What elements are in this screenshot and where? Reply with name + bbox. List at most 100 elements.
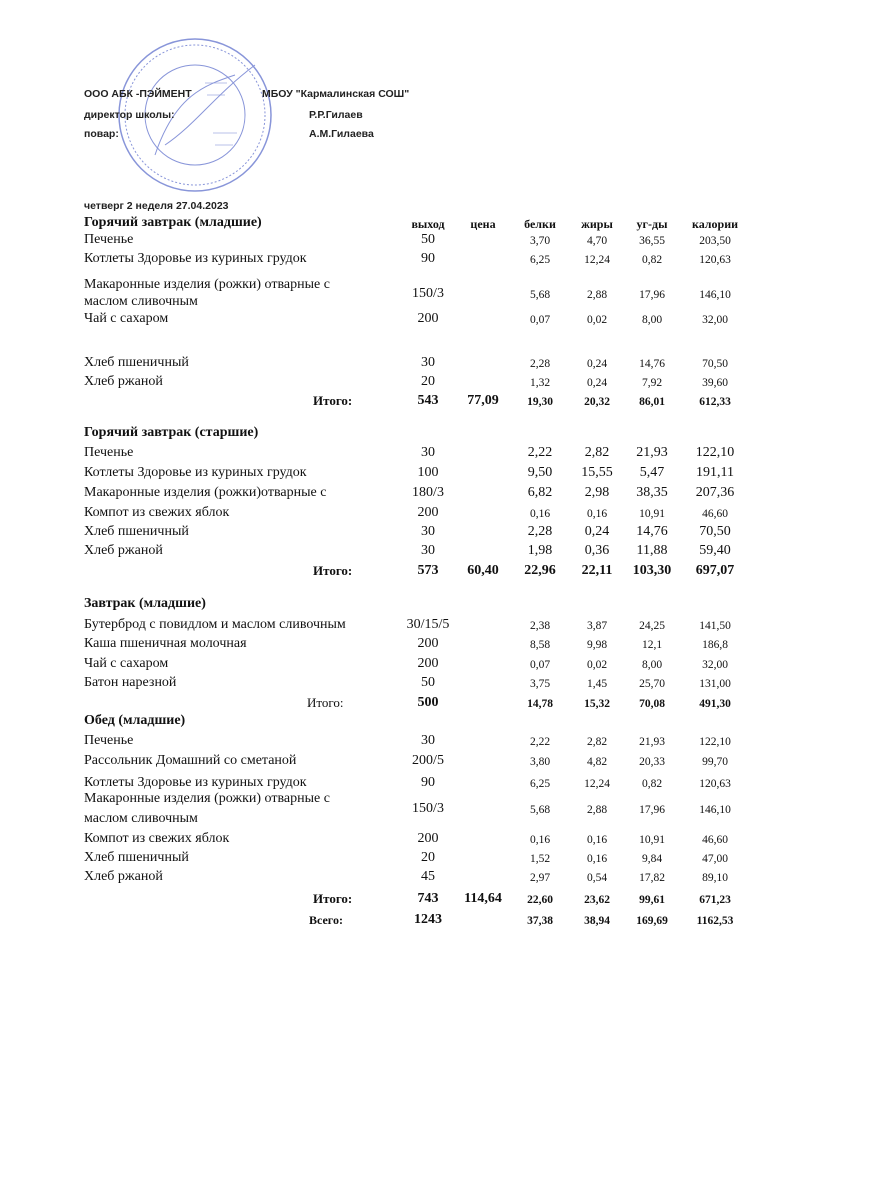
- item-name: Каша пшеничная молочная: [84, 636, 247, 651]
- cell-fat: 4,70: [586, 235, 608, 247]
- item-name: Хлеб ржаной: [84, 543, 163, 558]
- cell-protein: 0,07: [529, 659, 551, 671]
- cell-calories: 46,60: [702, 508, 728, 520]
- cell-protein: 14,78: [527, 698, 553, 710]
- item-name: Хлеб ржаной: [84, 869, 163, 884]
- cell-calories: 146,10: [699, 288, 731, 301]
- section-title: Обед (младшие): [84, 713, 186, 728]
- cell-carbs: 17,96: [639, 804, 665, 816]
- cell-fat: 2,82: [586, 736, 608, 748]
- cell-protein: 22,60: [527, 894, 553, 906]
- cell-fat: 2,82: [584, 445, 610, 460]
- total-label: Итого:: [307, 695, 344, 710]
- cell-output: 45: [421, 869, 435, 884]
- cell-carbs: 24,25: [639, 620, 665, 632]
- cell-output: 30/15/5: [406, 617, 450, 632]
- cell-protein: 2,38: [529, 620, 551, 632]
- cell-fat: 23,62: [584, 894, 610, 906]
- item-name: Хлеб пшеничный: [84, 524, 189, 539]
- cell-carbs: 8,00: [641, 314, 663, 326]
- cell-carbs: 38,35: [636, 485, 668, 500]
- cell-price: 60,40: [467, 563, 499, 578]
- cell-carbs: 25,70: [639, 678, 665, 690]
- cell-output: 30: [421, 543, 435, 558]
- cell-carbs: 21,93: [639, 736, 665, 748]
- item-name: Батон нарезной: [84, 675, 177, 690]
- item-name: Печенье: [84, 232, 134, 247]
- item-name: Чай с сахаром: [84, 656, 169, 671]
- cell-calories: 99,70: [702, 756, 728, 768]
- cell-output: 200: [417, 505, 439, 520]
- cell-protein: 5,68: [529, 804, 551, 816]
- section-title: Горячий завтрак (младшие): [84, 215, 262, 230]
- total-label: Итого:: [313, 891, 353, 906]
- cell-calories: 141,50: [699, 620, 731, 632]
- cell-fat: 1,45: [586, 678, 608, 690]
- cell-calories: 697,07: [695, 563, 735, 578]
- cell-carbs: 12,1: [641, 639, 663, 651]
- cell-carbs: 11,88: [636, 543, 668, 558]
- cell-carbs: 21,93: [636, 445, 668, 460]
- cell-output: 90: [421, 251, 435, 266]
- item-name-cont: маслом сливочным: [84, 811, 198, 826]
- cell-fat: 22,11: [581, 563, 613, 578]
- cell-fat: 0,54: [586, 872, 608, 884]
- cell-carbs: 17,96: [639, 288, 665, 301]
- cell-fat: 38,94: [584, 915, 610, 927]
- cell-output: 30: [421, 445, 435, 460]
- cell-protein: 19,30: [527, 396, 553, 408]
- cell-carbs: 36,55: [639, 235, 665, 247]
- cell-carbs: 8,00: [641, 659, 663, 671]
- cell-protein: 2,97: [529, 872, 551, 884]
- item-name: Хлеб ржаной: [84, 374, 163, 389]
- cell-calories: 671,23: [699, 894, 731, 906]
- cell-calories: 207,36: [695, 485, 735, 500]
- cell-output: 200/5: [412, 753, 444, 768]
- cell-protein: 37,38: [527, 915, 553, 927]
- cell-calories: 1162,53: [696, 915, 734, 927]
- cell-fat: 0,16: [586, 834, 608, 846]
- cell-fat: 4,82: [586, 756, 608, 768]
- cell-output: 1243: [414, 912, 442, 927]
- cell-output: 200: [417, 656, 439, 671]
- column-header: калории: [691, 217, 739, 231]
- cook-name: А.М.Гилаева: [309, 128, 374, 140]
- cell-calories: 122,10: [699, 736, 731, 748]
- cook-label: повар:: [84, 128, 119, 140]
- cell-carbs: 70,08: [639, 698, 665, 710]
- cell-output: 20: [421, 850, 435, 865]
- column-header: уг-ды: [636, 217, 668, 231]
- item-name: Хлеб пшеничный: [84, 850, 189, 865]
- cell-carbs: 10,91: [639, 834, 665, 846]
- cell-calories: 47,00: [702, 853, 728, 865]
- cell-fat: 3,87: [586, 620, 608, 632]
- date-line: четверг 2 неделя 27.04.2023: [84, 200, 229, 212]
- cell-output: 200: [417, 636, 439, 651]
- cell-calories: 146,10: [699, 804, 731, 816]
- cell-fat: 0,16: [586, 853, 608, 865]
- cell-protein: 22,96: [524, 563, 556, 578]
- cell-fat: 0,36: [584, 543, 610, 558]
- section-title: Завтрак (младшие): [84, 596, 206, 611]
- item-name: Макаронные изделия (рожки) отварные с: [84, 277, 330, 292]
- cell-carbs: 103,30: [632, 563, 672, 578]
- item-name: Рассольник Домашний со сметаной: [84, 753, 297, 768]
- cell-output: 500: [417, 695, 439, 710]
- cell-protein: 0,16: [529, 508, 551, 520]
- cell-protein: 2,22: [529, 736, 551, 748]
- director-label: директор школы:: [84, 109, 175, 121]
- total-label: Итого:: [313, 393, 353, 408]
- cell-calories: 203,50: [699, 235, 731, 247]
- item-name: Печенье: [84, 733, 134, 748]
- item-name-cont: маслом сливочным: [84, 294, 198, 309]
- cell-fat: 2,88: [586, 288, 608, 301]
- cell-calories: 32,00: [702, 314, 728, 326]
- item-name: Бутерброд с повидлом и маслом сливочным: [84, 617, 346, 632]
- cell-carbs: 17,82: [639, 872, 665, 884]
- cell-price: 77,09: [467, 393, 499, 408]
- cell-calories: 131,00: [699, 678, 731, 690]
- cell-fat: 0,16: [586, 508, 608, 520]
- cell-price: 114,64: [464, 891, 502, 906]
- cell-calories: 120,63: [699, 254, 731, 266]
- cell-calories: 32,00: [702, 659, 728, 671]
